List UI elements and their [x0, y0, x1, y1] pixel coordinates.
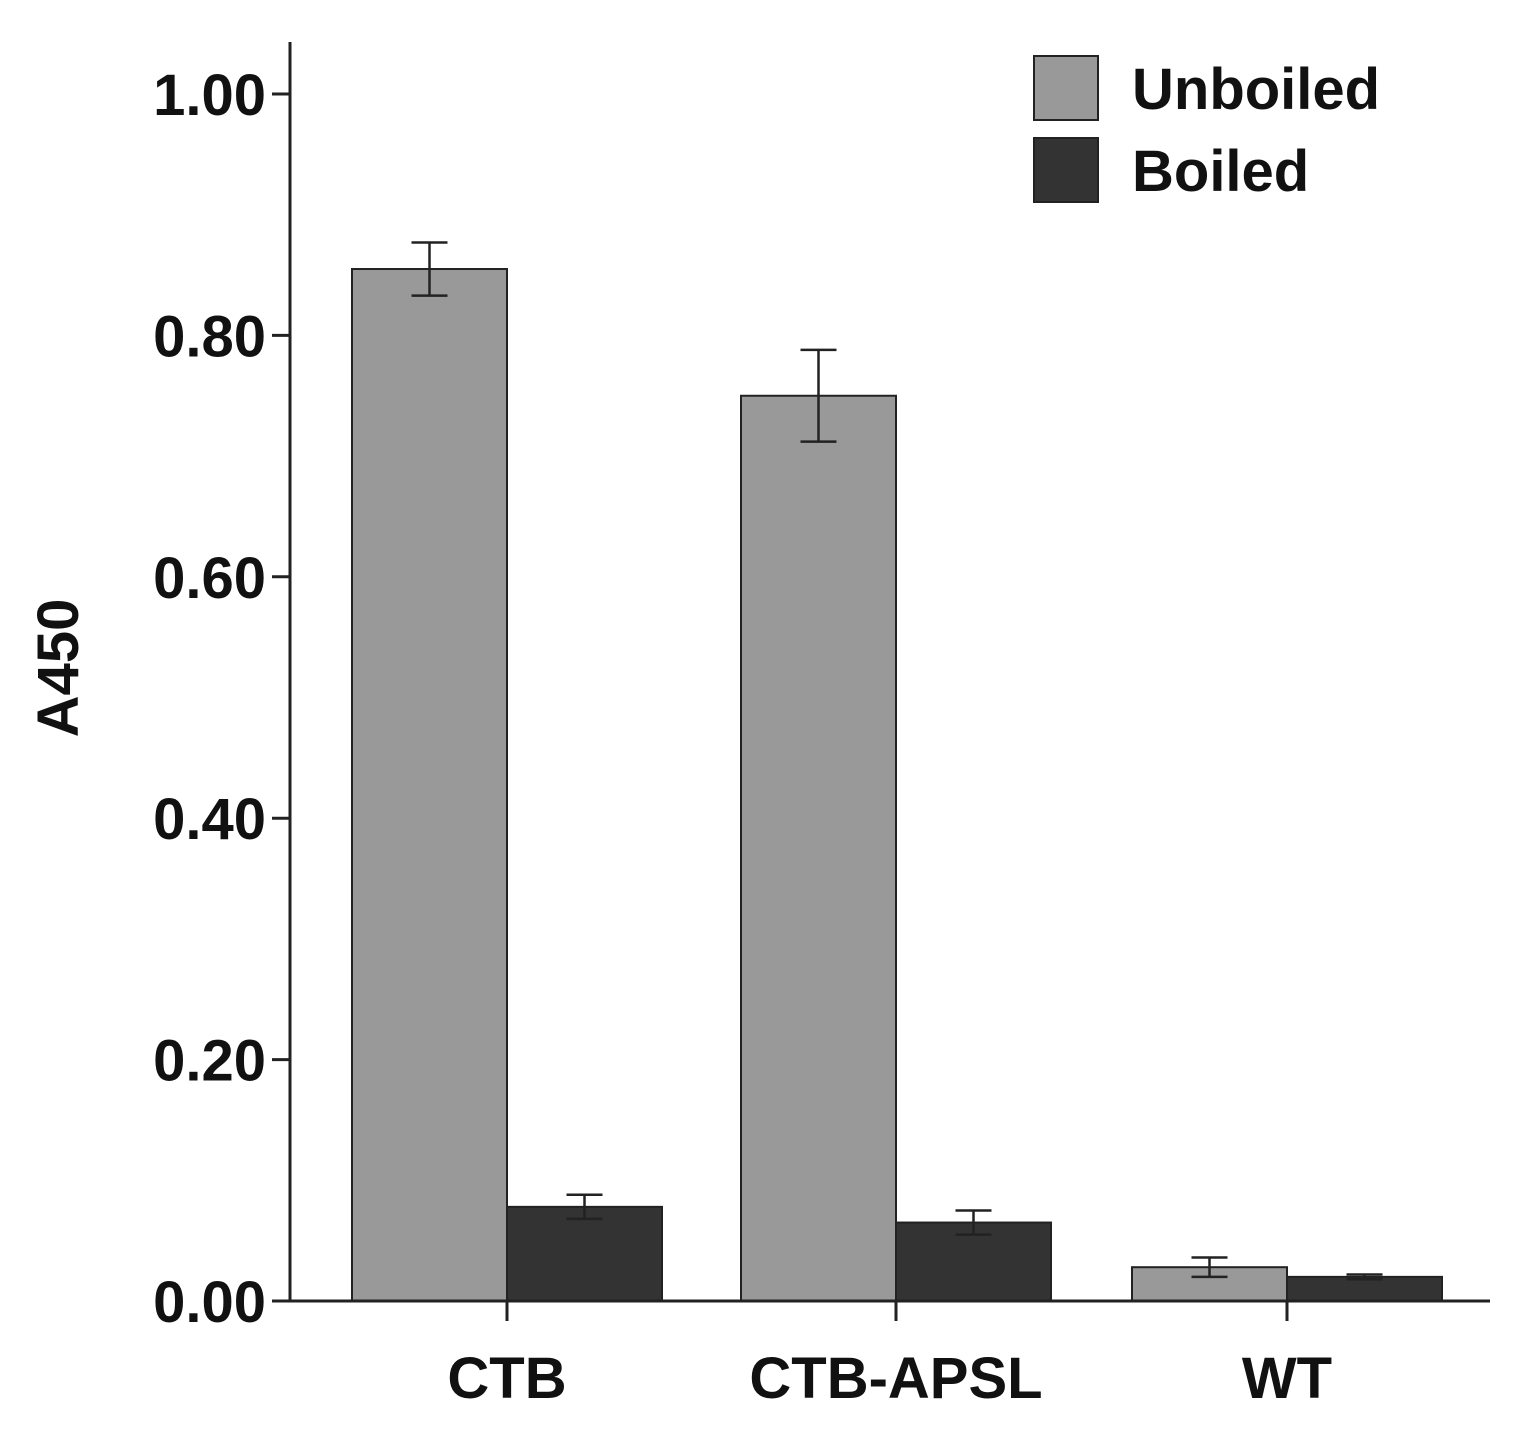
bar-boiled-ctb	[506, 1205, 663, 1302]
x-tick-label: WT	[1242, 1346, 1332, 1411]
y-tick-label: 1.00	[153, 63, 266, 128]
error-bar-boiled-wt	[1346, 1273, 1383, 1281]
legend-swatch	[1033, 55, 1099, 121]
y-axis-title: A450	[26, 599, 91, 738]
error-bar-boiled-ctb-apsl	[955, 1209, 992, 1236]
legend-swatch	[1033, 137, 1099, 203]
legend-item-unboiled: Unboiled	[1033, 55, 1380, 122]
error-bar-unboiled-ctb	[411, 241, 448, 297]
error-bars-layer	[411, 241, 1383, 1281]
y-tick-label: 0.20	[153, 1029, 266, 1094]
y-tick-label: 0.00	[153, 1270, 266, 1335]
y-tick-label: 0.80	[153, 304, 266, 369]
error-bar-boiled-ctb	[566, 1193, 603, 1221]
y-tick-label: 0.40	[153, 787, 266, 852]
bar-unboiled-ctb	[351, 268, 508, 1302]
bar-unboiled-ctb-apsl	[740, 394, 897, 1302]
bars-layer	[351, 268, 1443, 1303]
error-bar-unboiled-wt	[1191, 1256, 1228, 1279]
legend: Unboiled Boiled	[1033, 55, 1380, 204]
legend-label: Unboiled	[1132, 57, 1380, 122]
x-tick-label: CTB	[447, 1346, 566, 1411]
y-tick-label: 0.60	[153, 546, 266, 611]
legend-item-boiled: Boiled	[1033, 137, 1309, 204]
x-tick-label: CTB-APSL	[749, 1346, 1042, 1411]
legend-label: Boiled	[1132, 139, 1309, 204]
error-bar-unboiled-ctb-apsl	[800, 348, 837, 443]
axes-layer: 0.00 0.20 0.40 0.60 0.80 1.00 CTB CTB-APSL WT	[153, 42, 1490, 1411]
